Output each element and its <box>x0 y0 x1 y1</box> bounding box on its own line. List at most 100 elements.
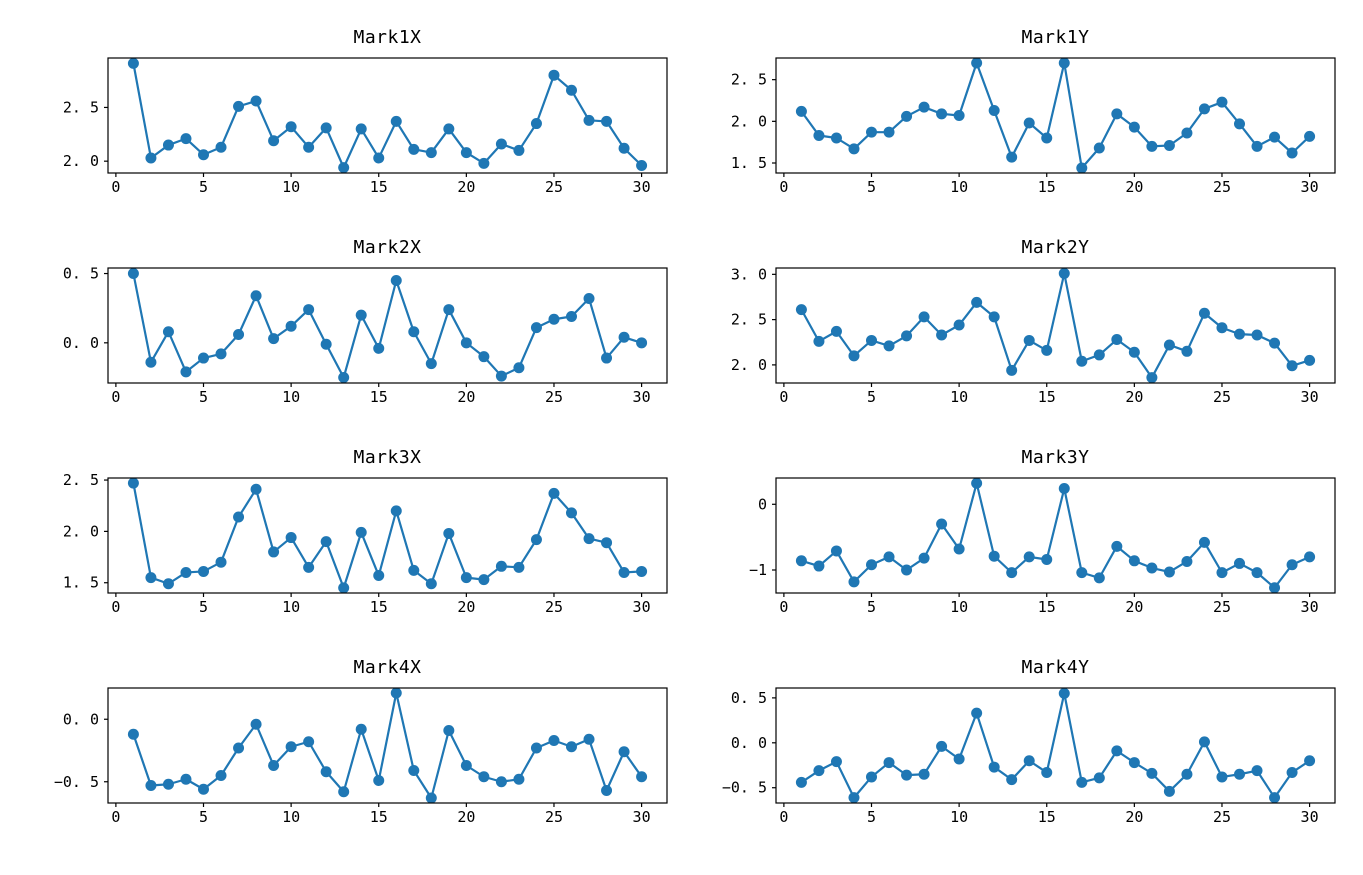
svg-text:5: 5 <box>867 388 876 406</box>
svg-text:15: 15 <box>370 388 388 406</box>
mark2x-plot-area: 0 5 10 15 20 25 30 0. 5 0. 0 <box>63 265 668 406</box>
svg-text:20: 20 <box>1125 178 1143 196</box>
svg-text:15: 15 <box>1038 388 1056 406</box>
svg-text:0. 0: 0. 0 <box>731 734 767 752</box>
svg-text:30: 30 <box>633 598 651 616</box>
svg-text:0: 0 <box>779 178 788 196</box>
svg-text:25: 25 <box>1213 598 1231 616</box>
svg-text:0: 0 <box>111 808 120 826</box>
svg-text:25: 25 <box>545 808 563 826</box>
svg-text:30: 30 <box>1301 178 1319 196</box>
mark1y-plot-area: 0 5 10 15 20 25 30 2. 5 2. 0 1. 5 <box>731 57 1336 196</box>
svg-text:2. 0: 2. 0 <box>731 112 767 130</box>
svg-text:25: 25 <box>1213 388 1231 406</box>
svg-text:30: 30 <box>1301 598 1319 616</box>
chart-title-mark4x: Mark4X <box>353 657 422 678</box>
chart-title-mark1x: Mark1X <box>353 27 422 48</box>
svg-text:5: 5 <box>199 178 208 196</box>
svg-text:15: 15 <box>1038 598 1056 616</box>
subplot-mark2y: Mark2Y 0 5 10 15 20 25 30 3. 0 2. 5 2. 0 <box>696 236 1336 412</box>
svg-text:0. 0: 0. 0 <box>63 710 99 728</box>
mark4x-plot-area: 0 5 10 15 20 25 30 0. 0 −0. 5 <box>54 687 668 826</box>
svg-text:0: 0 <box>779 808 788 826</box>
svg-text:2. 0: 2. 0 <box>731 356 767 374</box>
svg-text:30: 30 <box>1301 808 1319 826</box>
mark1x-plot-area: 0 5 10 15 20 25 30 2. 5 2. 0 <box>63 57 668 196</box>
svg-text:2. 5: 2. 5 <box>63 472 99 489</box>
svg-text:−0. 5: −0. 5 <box>722 779 767 797</box>
svg-text:15: 15 <box>370 178 388 196</box>
svg-text:10: 10 <box>282 598 300 616</box>
svg-text:1. 5: 1. 5 <box>63 574 99 592</box>
svg-text:5: 5 <box>199 388 208 406</box>
chart-title-mark2y: Mark2Y <box>1021 237 1090 258</box>
svg-text:5: 5 <box>867 808 876 826</box>
subplot-mark3x: Mark3X 0 5 10 15 20 25 30 2. 5 2. 0 1. 5 <box>28 446 668 622</box>
svg-text:0: 0 <box>779 598 788 616</box>
svg-text:5: 5 <box>199 598 208 616</box>
svg-text:10: 10 <box>950 598 968 616</box>
svg-text:25: 25 <box>545 598 563 616</box>
svg-text:10: 10 <box>282 178 300 196</box>
chart-title-mark2x: Mark2X <box>353 237 422 258</box>
svg-text:15: 15 <box>370 598 388 616</box>
svg-text:3. 0: 3. 0 <box>731 265 767 283</box>
svg-text:2. 0: 2. 0 <box>63 522 99 540</box>
mark2y-plot-area: 0 5 10 15 20 25 30 3. 0 2. 5 2. 0 <box>731 265 1336 406</box>
svg-text:0: 0 <box>758 495 767 513</box>
svg-text:25: 25 <box>545 388 563 406</box>
subplot-mark3y: Mark3Y 0 5 10 15 20 25 30 0 −1 <box>696 446 1336 622</box>
svg-text:0. 0: 0. 0 <box>63 334 99 352</box>
svg-text:15: 15 <box>1038 178 1056 196</box>
svg-text:10: 10 <box>282 388 300 406</box>
svg-text:0: 0 <box>111 598 120 616</box>
svg-text:25: 25 <box>1213 808 1231 826</box>
svg-text:2. 5: 2. 5 <box>731 311 767 329</box>
svg-text:20: 20 <box>1125 388 1143 406</box>
mark4y-plot-area: 0 5 10 15 20 25 30 0. 5 0. 0 −0. 5 <box>722 687 1336 826</box>
svg-text:0: 0 <box>111 178 120 196</box>
svg-text:10: 10 <box>950 388 968 406</box>
subplot-mark1x: Mark1X 0 5 10 15 20 25 30 2. 5 2. 0 <box>28 26 668 202</box>
svg-text:20: 20 <box>457 178 475 196</box>
figure-canvas: Mark1X 0 5 10 15 20 25 30 2. 5 2. 0 Mark1Y 0 5 10 1… <box>28 26 1336 832</box>
svg-text:15: 15 <box>370 808 388 826</box>
svg-text:10: 10 <box>950 808 968 826</box>
subplot-mark1y: Mark1Y 0 5 10 15 20 25 30 2. 5 2. 0 1. 5 <box>696 26 1336 202</box>
svg-text:5: 5 <box>199 808 208 826</box>
svg-text:5: 5 <box>867 178 876 196</box>
subplot-mark4x: Mark4X 0 5 10 15 20 25 30 0. 0 −0. 5 <box>28 656 668 832</box>
svg-text:−1: −1 <box>749 561 767 579</box>
svg-text:30: 30 <box>633 178 651 196</box>
svg-text:1. 5: 1. 5 <box>731 154 767 172</box>
svg-text:0. 5: 0. 5 <box>63 265 99 283</box>
svg-text:2. 0: 2. 0 <box>63 152 99 170</box>
svg-text:−0. 5: −0. 5 <box>54 773 99 791</box>
svg-text:20: 20 <box>457 388 475 406</box>
subplot-mark4y: Mark4Y 0 5 10 15 20 25 30 0. 5 0. 0 −0. 5 <box>696 656 1336 832</box>
svg-text:25: 25 <box>545 178 563 196</box>
svg-text:5: 5 <box>867 598 876 616</box>
chart-title-mark4y: Mark4Y <box>1021 657 1090 678</box>
svg-text:20: 20 <box>1125 808 1143 826</box>
mark3y-plot-area: 0 5 10 15 20 25 30 0 −1 <box>749 477 1336 616</box>
subplot-mark2x: Mark2X 0 5 10 15 20 25 30 0. 5 0. 0 <box>28 236 668 412</box>
svg-text:2. 5: 2. 5 <box>63 98 99 116</box>
svg-text:10: 10 <box>282 808 300 826</box>
chart-title-mark1y: Mark1Y <box>1021 27 1090 48</box>
svg-text:0: 0 <box>111 388 120 406</box>
svg-text:0. 5: 0. 5 <box>731 689 767 707</box>
svg-text:25: 25 <box>1213 178 1231 196</box>
svg-text:2. 5: 2. 5 <box>731 71 767 89</box>
mark3x-plot-area: 0 5 10 15 20 25 30 2. 5 2. 0 1. 5 <box>63 472 668 616</box>
svg-text:20: 20 <box>1125 598 1143 616</box>
svg-text:20: 20 <box>457 598 475 616</box>
svg-text:30: 30 <box>633 808 651 826</box>
svg-text:30: 30 <box>1301 388 1319 406</box>
svg-text:15: 15 <box>1038 808 1056 826</box>
svg-text:0: 0 <box>779 388 788 406</box>
svg-text:10: 10 <box>950 178 968 196</box>
svg-text:20: 20 <box>457 808 475 826</box>
svg-text:30: 30 <box>633 388 651 406</box>
chart-title-mark3x: Mark3X <box>353 447 422 468</box>
